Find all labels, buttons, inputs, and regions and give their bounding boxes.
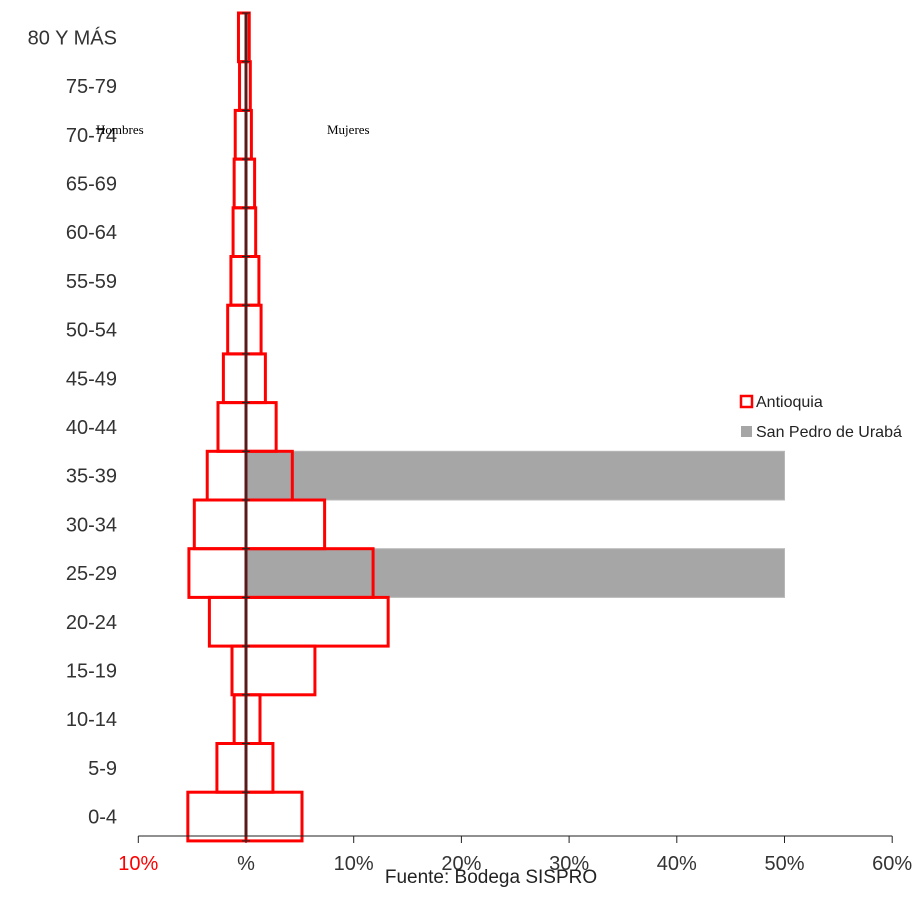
- bar-antioquia-mujeres-9: [244, 449, 294, 502]
- bar-antioquia-hombres-13: [230, 644, 248, 697]
- bar-antioquia-hombres-9: [205, 449, 248, 502]
- category-label: 5-9: [88, 758, 117, 780]
- bar-antioquia-hombres-5: [229, 255, 248, 307]
- bar-san-pedro-mujeres-11: [245, 548, 785, 598]
- bar-antioquia-mujeres-7: [244, 352, 267, 405]
- category-label: 45-49: [66, 368, 117, 390]
- axes: [137, 12, 893, 843]
- bar-antioquia-hombres-6: [226, 303, 248, 356]
- legend-swatch-antioquia: [739, 394, 754, 409]
- antioquia-bars: [186, 11, 390, 843]
- x-tick-label: 20%: [441, 853, 481, 875]
- bar-antioquia-mujeres-6: [244, 303, 263, 356]
- category-label: 40-44: [66, 417, 117, 439]
- category-label: 10-14: [66, 709, 117, 731]
- category-label: 15-19: [66, 660, 117, 682]
- x-tick-label: %: [237, 853, 255, 875]
- category-label: 80 Y MÁS: [28, 26, 117, 49]
- category-labels: 80 Y MÁS 75-79 70-74 65-69 60-64 55-59 50-54 45…: [28, 26, 117, 828]
- x-tick-label: 40%: [657, 853, 697, 875]
- category-label: 60-64: [66, 222, 117, 244]
- bar-antioquia-hombres-12: [207, 595, 248, 648]
- legend-label-antioquia: Antioquia: [756, 394, 823, 411]
- bar-antioquia-mujeres-14: [244, 693, 262, 745]
- category-label: 55-59: [66, 271, 117, 293]
- legend: Antioquia San Pedro de Urabá: [739, 394, 902, 441]
- x-tick-labels: 10%% 10% 20% 30% 40% 50% 60%: [118, 853, 912, 875]
- sex-label-hombres: Hombres: [96, 122, 144, 137]
- legend-label-san-pedro: San Pedro de Urabá: [756, 424, 902, 441]
- x-tick-label: 10%: [118, 853, 158, 875]
- bar-antioquia-mujeres-11: [244, 547, 375, 599]
- bar-san-pedro-mujeres-9: [245, 450, 785, 501]
- category-label: 25-29: [66, 563, 117, 585]
- category-label: 0-4: [88, 807, 117, 829]
- bar-antioquia-hombres-11: [187, 547, 248, 599]
- bar-antioquia-hombres-7: [221, 352, 248, 405]
- sex-label-mujeres: Mujeres: [327, 122, 370, 137]
- bar-antioquia-hombres-2: [233, 108, 248, 161]
- bar-antioquia-mujeres-16: [244, 790, 304, 843]
- bar-antioquia-mujeres-12: [244, 595, 390, 648]
- category-label: 65-69: [66, 173, 117, 195]
- x-tick-label: 10%: [334, 853, 374, 875]
- bar-antioquia-hombres-10: [192, 498, 248, 551]
- bar-antioquia-mujeres-15: [244, 742, 275, 794]
- bar-antioquia-mujeres-5: [244, 255, 261, 307]
- bar-antioquia-mujeres-8: [244, 401, 278, 453]
- bar-antioquia-hombres-3: [232, 157, 248, 210]
- bar-antioquia-hombres-8: [216, 401, 248, 453]
- bar-antioquia-hombres-15: [215, 742, 248, 794]
- category-label: 20-24: [66, 612, 117, 634]
- category-label: 70-74: [66, 125, 117, 147]
- x-tick-label: 50%: [764, 853, 804, 875]
- bar-antioquia-mujeres-10: [244, 498, 327, 551]
- x-tick-label: 60%: [872, 853, 912, 875]
- x-tick-label: 30%: [549, 853, 589, 875]
- legend-swatch-san-pedro: [741, 426, 752, 437]
- bar-antioquia-hombres-4: [231, 206, 248, 259]
- source-note: Fuente: Bodega SISPRO: [385, 867, 597, 888]
- category-label: 35-39: [66, 466, 117, 488]
- category-label: 30-34: [66, 514, 117, 536]
- category-label: 75-79: [66, 76, 117, 98]
- category-label: 50-54: [66, 320, 117, 342]
- bar-antioquia-hombres-14: [232, 693, 248, 745]
- bar-antioquia-hombres-16: [186, 790, 248, 843]
- bar-antioquia-mujeres-13: [244, 644, 317, 697]
- san-pedro-bars: [245, 450, 785, 598]
